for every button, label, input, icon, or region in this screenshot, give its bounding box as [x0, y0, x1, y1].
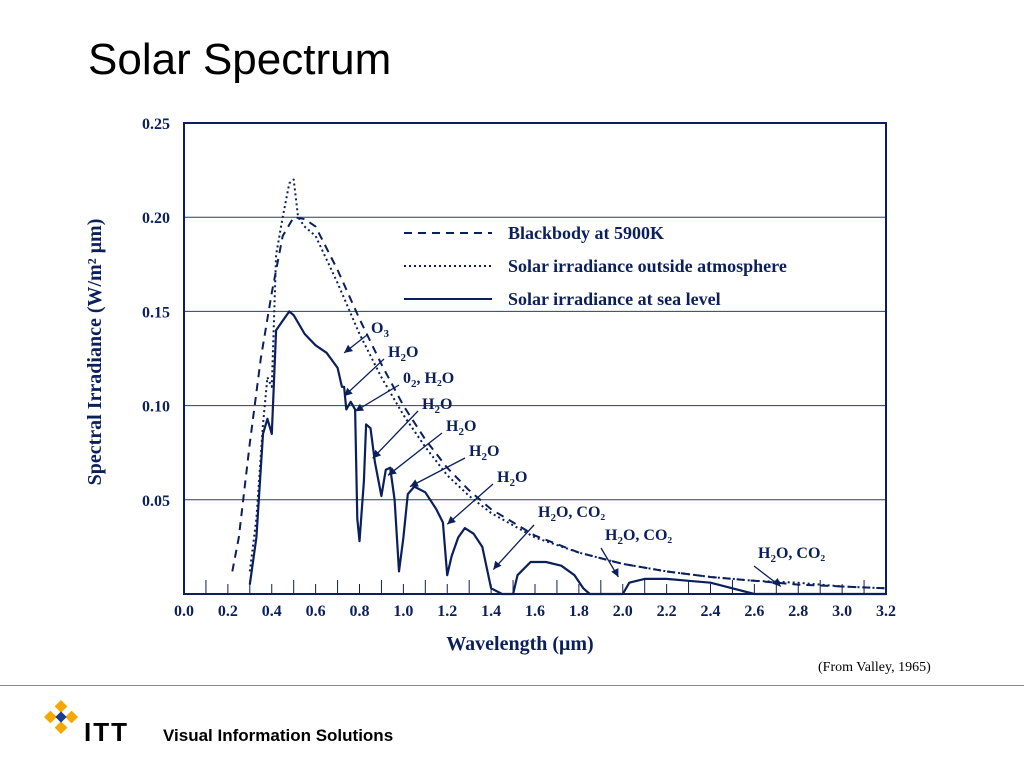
annotation-main: O	[371, 320, 383, 337]
y-tick-label: 0.05	[142, 493, 170, 510]
annotation-arrow	[446, 483, 494, 525]
annotation-arrowhead	[772, 577, 781, 587]
x-tick-label: 0.2	[218, 603, 238, 620]
x-tick-label: 2.4	[701, 603, 721, 620]
x-tick-label: 3.2	[876, 603, 896, 620]
annotation-label: H2O	[422, 396, 452, 416]
annotation-subscript: 3	[383, 328, 389, 340]
annotation-main: H	[388, 344, 401, 361]
annotation-rest: O	[440, 396, 452, 413]
annotation-rest: , H₂O	[417, 370, 455, 387]
x-tick-label: 2.8	[788, 603, 808, 620]
annotation-label: O3	[371, 320, 389, 340]
annotation-arrow	[372, 410, 419, 459]
series-line-solid	[248, 310, 886, 596]
x-tick-label: 1.6	[525, 603, 545, 620]
legend-label: Solar irradiance outside atmosphere	[508, 256, 787, 276]
y-axis-label: Spectral Irradiance (W/m² μm)	[84, 219, 106, 486]
annotation-label: H2O	[497, 469, 527, 489]
annotation-rest: O	[487, 443, 499, 460]
annotation-main: 0	[403, 370, 411, 387]
annotation-subscript: 2	[550, 512, 556, 524]
annotation-label: H2O, CO₂	[758, 545, 825, 565]
annotation-label: H2O	[469, 443, 499, 463]
annotation-arrow	[354, 384, 400, 412]
annotation-label: H2O	[446, 418, 476, 438]
x-tick-label: 0.0	[174, 603, 194, 620]
annotation-main: H	[758, 545, 771, 562]
y-tick-label: 0.10	[142, 399, 170, 416]
x-tick-label: 0.8	[350, 603, 370, 620]
axis-ticks: 0.05 0.10 0.15 0.20 0.25 0.0 0.2 0.4 0.6 0.8 1.0 1.…	[142, 116, 896, 620]
annotation-arrow	[343, 358, 385, 397]
footer-tagline: Visual Information Solutions	[163, 726, 394, 745]
x-tick-label: 2.2	[657, 603, 677, 620]
legend-label: Solar irradiance at sea level	[508, 289, 721, 309]
annotation-subscript: 2	[481, 451, 487, 463]
x-tick-label: 0.4	[262, 603, 282, 620]
annotation-arrowhead	[611, 568, 619, 578]
series-line-dashed	[231, 216, 887, 590]
annotation-rest: O	[406, 344, 418, 361]
x-tick-label: 0.6	[306, 603, 326, 620]
y-tick-label: 0.25	[142, 116, 170, 133]
annotation-subscript: 2	[400, 352, 406, 364]
footer-divider	[0, 685, 1024, 686]
annotation-rest: O	[464, 418, 476, 435]
slide-title: Solar Spectrum	[88, 35, 392, 84]
series-lines	[231, 178, 887, 596]
x-tick-label: 2.0	[613, 603, 633, 620]
annotation-subscript: 2	[770, 553, 776, 565]
annotation-arrowhead	[355, 403, 365, 412]
gridlines	[184, 122, 886, 501]
annotation-main: H	[446, 418, 459, 435]
annotation-arrowhead	[409, 479, 419, 487]
logo-text: ITT	[84, 717, 129, 747]
annotation-arrowhead	[388, 467, 397, 476]
annotation-subscript: 2	[411, 378, 417, 390]
annotation-arrowhead	[372, 449, 382, 459]
annotation-main: H	[605, 527, 618, 544]
x-tick-label: 3.0	[832, 603, 852, 620]
annotation-rest: O, CO₂	[776, 545, 825, 562]
annotation-arrowhead	[344, 387, 353, 397]
itt-logo-icon	[44, 700, 78, 734]
annotation-subscript: 2	[458, 426, 464, 438]
annotation-arrowhead	[447, 516, 456, 525]
x-tick-label: 1.4	[481, 603, 501, 620]
y-tick-label: 0.15	[142, 304, 170, 321]
annotation-label: H2O, CO₂	[538, 504, 605, 524]
series-line-dotted	[248, 178, 887, 590]
x-tick-label: 1.0	[393, 603, 413, 620]
annotation-rest: O, CO₂	[623, 527, 672, 544]
annotation-rest: O, CO₂	[556, 504, 605, 521]
legend: Blackbody at 5900K Solar irradiance outsi…	[404, 223, 787, 309]
annotation-arrow	[492, 524, 535, 570]
source-credit: (From Valley, 1965)	[818, 660, 931, 675]
annotation-main: H	[538, 504, 551, 521]
x-axis-label: Wavelength (μm)	[446, 633, 593, 655]
annotation-main: H	[497, 469, 510, 486]
y-tick-label: 0.20	[142, 210, 170, 227]
annotation-arrow	[409, 457, 466, 488]
annotation-subscript: 2	[434, 404, 440, 416]
annotation-main: H	[469, 443, 482, 460]
x-tick-label: 1.8	[569, 603, 589, 620]
annotation-label: H2O, CO₂	[605, 527, 672, 547]
annotation-arrow	[387, 432, 443, 476]
x-tick-label: 1.2	[437, 603, 457, 620]
annotation-arrowhead	[493, 560, 502, 570]
annotation-rest: O	[515, 469, 527, 486]
annotation-subscript: 2	[509, 477, 515, 489]
annotation-arrowhead	[344, 344, 353, 353]
legend-label: Blackbody at 5900K	[508, 223, 664, 243]
annotation-main: H	[422, 396, 435, 413]
solar-spectrum-chart: 0.05 0.10 0.15 0.20 0.25 0.0 0.2 0.4 0.6 0.8 1.0 1.…	[84, 116, 896, 655]
x-tick-label: 2.6	[744, 603, 764, 620]
annotation-subscript: 2	[617, 535, 623, 547]
plot-frame	[183, 122, 887, 595]
annotation-label: 02, H₂O	[403, 370, 454, 390]
annotation-label: H2O	[388, 344, 418, 364]
